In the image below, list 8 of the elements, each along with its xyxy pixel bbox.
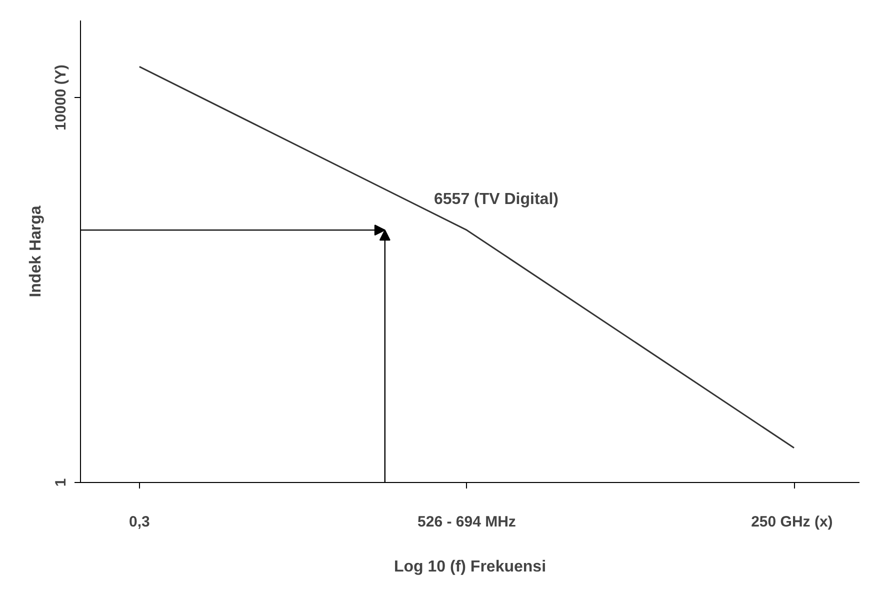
- x-axis-title: Log 10 (f) Frekuensi: [394, 558, 546, 576]
- annotation: 6557 (TV Digital): [434, 191, 558, 208]
- x-tick-label: 0,3: [128, 514, 150, 530]
- y-tick-label: 10000 (Y): [52, 64, 70, 130]
- y-axis-title: Indek Harga: [28, 206, 44, 298]
- x-tick-label: 250 GHz (x): [751, 514, 833, 530]
- x-tick-label: 526 - 694 MHz: [418, 514, 516, 530]
- y-tick-label: 1: [52, 478, 70, 487]
